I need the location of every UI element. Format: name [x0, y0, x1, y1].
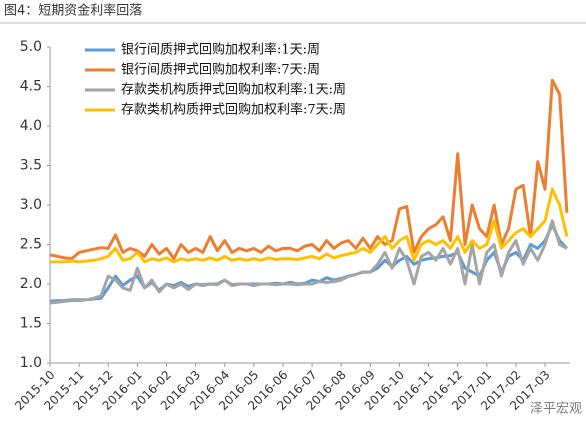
series-line — [50, 187, 569, 264]
chart-title: 图4：短期资金利率回落 — [4, 3, 142, 19]
y-tick-label: 1.5 — [20, 316, 42, 332]
legend-label: 银行间质押式回购加权利率:7天:周 — [121, 62, 320, 78]
y-tick-label: 2.0 — [20, 276, 42, 292]
y-tick-label: 3.5 — [20, 158, 42, 174]
legend-label: 存款类机构质押式回购加权利率:7天:周 — [121, 102, 346, 118]
legend-label: 银行间质押式回购加权利率:1天:周 — [121, 42, 320, 58]
series-line — [49, 78, 569, 261]
y-tick-label: 3.0 — [20, 197, 42, 213]
y-tick-label: 2.5 — [20, 237, 42, 253]
watermark: 泽平宏观 — [530, 402, 582, 417]
series-line — [49, 219, 568, 305]
y-tick-label: 1.0 — [20, 355, 42, 371]
y-tick-label: 5.0 — [20, 39, 42, 55]
legend-label: 存款类机构质押式回购加权利率:1天:周 — [121, 82, 346, 98]
y-tick-label: 4.0 — [20, 118, 42, 134]
y-tick-label: 4.5 — [20, 79, 42, 95]
